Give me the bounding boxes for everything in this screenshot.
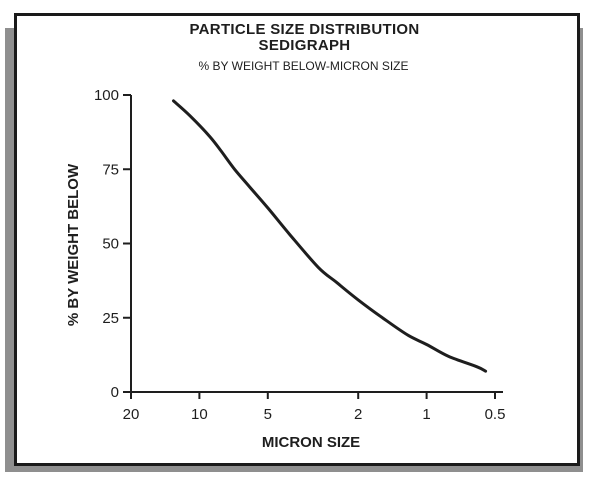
x-tick-label: 2 [354, 406, 362, 423]
y-tick-label: 100 [94, 87, 119, 104]
x-tick-label: 1 [422, 406, 430, 423]
x-tick-label: 10 [191, 406, 208, 423]
x-axis-label: MICRON SIZE [262, 434, 360, 451]
axes [130, 95, 503, 393]
y-tick-label: 50 [102, 236, 119, 253]
y-tick-label: 75 [102, 161, 119, 178]
chart-frame [14, 13, 580, 466]
x-tick-label: 0.5 [485, 406, 506, 423]
x-ticks: 20 10 5 2 1 0.5 [123, 392, 506, 423]
x-tick-label: 5 [264, 406, 272, 423]
y-axis-label: % BY WEIGHT BELOW [65, 163, 82, 326]
x-tick-label: 20 [123, 406, 140, 423]
y-ticks: 0 25 50 75 100 [94, 87, 131, 401]
y-tick-label: 0 [111, 384, 119, 401]
y-tick-label: 25 [102, 310, 119, 327]
series-line [172, 99, 488, 373]
